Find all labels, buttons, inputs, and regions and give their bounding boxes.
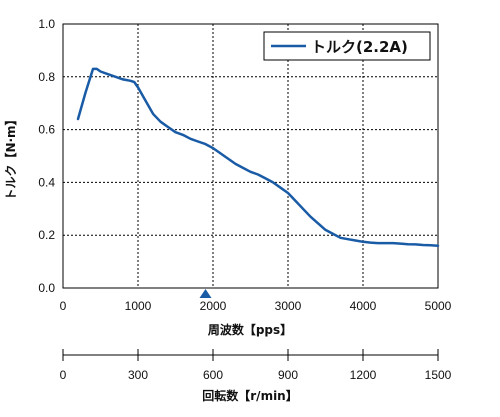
secondary-axis-title: 回転数【r/min】 bbox=[202, 388, 297, 403]
y-tick-label: 0.8 bbox=[38, 70, 55, 84]
legend: トルク(2.2A) bbox=[263, 31, 431, 61]
secondary-tick-label: 0 bbox=[60, 368, 67, 382]
y-tick-label: 1.0 bbox=[38, 17, 55, 31]
secondary-tick-label: 900 bbox=[278, 368, 298, 382]
grid-layer bbox=[63, 24, 438, 288]
secondary-tick-label: 1200 bbox=[350, 368, 377, 382]
y-tick-labels: 0.0 0.2 0.4 0.6 0.8 1.0 bbox=[38, 17, 55, 295]
torque-series-line bbox=[76, 67, 440, 248]
secondary-tick-label: 300 bbox=[128, 368, 148, 382]
y-tick-label: 0.0 bbox=[38, 281, 55, 295]
secondary-tick-label: 1500 bbox=[425, 368, 452, 382]
y-axis-title: トルク【N·m】 bbox=[3, 113, 18, 200]
x-tick-label: 1000 bbox=[125, 299, 152, 313]
legend-label: トルク(2.2A) bbox=[311, 38, 408, 56]
y-tick-label: 0.6 bbox=[38, 123, 55, 137]
x-tick-labels: 0 1000 2000 3000 4000 5000 bbox=[60, 299, 452, 313]
speed-marker-triangle bbox=[199, 289, 212, 298]
y-tick-label: 0.4 bbox=[38, 175, 55, 189]
series-layer bbox=[76, 67, 440, 248]
x-tick-label: 4000 bbox=[350, 299, 377, 313]
secondary-tick-label: 600 bbox=[203, 368, 223, 382]
x-tick-label: 0 bbox=[60, 299, 67, 313]
x-tick-label: 2000 bbox=[200, 299, 227, 313]
plot-frame bbox=[62, 23, 439, 289]
x-axis-title: 周波数【pps】 bbox=[208, 322, 292, 337]
x-tick-label: 3000 bbox=[275, 299, 302, 313]
x-tick-label: 5000 bbox=[425, 299, 452, 313]
secondary-axis: 0 300 600 900 1200 1500 回転数【r/min】 bbox=[60, 349, 452, 403]
secondary-axis-ticks: 0 300 600 900 1200 1500 bbox=[60, 349, 452, 382]
y-tick-label: 0.2 bbox=[38, 228, 55, 242]
